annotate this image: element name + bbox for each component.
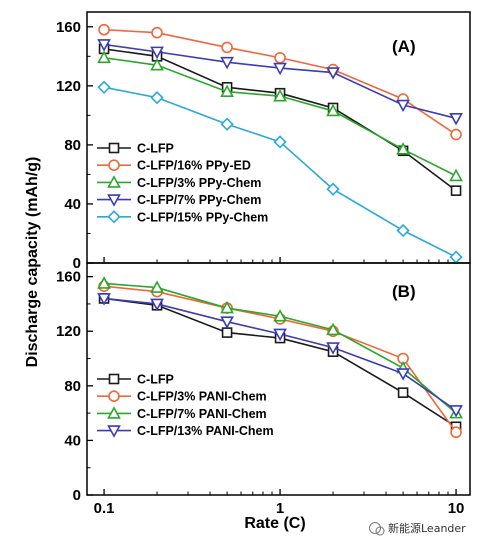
data-point bbox=[150, 57, 164, 71]
data-point bbox=[326, 322, 340, 336]
data-point bbox=[273, 309, 287, 322]
series-3 bbox=[97, 39, 463, 126]
wechat-icon-inner bbox=[375, 526, 385, 536]
data-point bbox=[449, 250, 463, 264]
data-point bbox=[396, 142, 410, 155]
data-point bbox=[151, 26, 163, 39]
data-point bbox=[326, 342, 340, 355]
legend-entry: C-LFP/3% PANI-Chem bbox=[137, 390, 267, 404]
y-axis-title: Discharge capacity (mAh/g) bbox=[24, 157, 41, 368]
data-point bbox=[326, 67, 340, 80]
legend-entry: C-LFP/16% PPy-ED bbox=[137, 159, 251, 173]
data-point bbox=[274, 51, 286, 64]
data-point bbox=[97, 276, 111, 289]
data-point bbox=[98, 23, 110, 36]
legend-marker bbox=[108, 142, 120, 154]
legend-entry: C-LFP/3% PPy-Chem bbox=[137, 176, 261, 190]
data-point bbox=[326, 182, 340, 196]
legend: C-LFP C-LFP/16% PPy-ED C-LFP/3% PPy-Chem C-… bbox=[97, 142, 268, 224]
legend-marker bbox=[107, 175, 121, 188]
data-point bbox=[273, 328, 287, 342]
data-point bbox=[273, 62, 287, 76]
data-point bbox=[150, 46, 164, 60]
data-point bbox=[397, 387, 409, 398]
legend-marker bbox=[108, 159, 120, 171]
data-point bbox=[449, 113, 463, 126]
data-point bbox=[150, 298, 164, 312]
legend-entry: C-LFP bbox=[137, 142, 174, 156]
x-tick-label: 0.1 bbox=[94, 500, 115, 517]
y-tick-label: 120 bbox=[56, 78, 81, 95]
data-point bbox=[150, 280, 164, 293]
y-tick-label: 160 bbox=[56, 269, 81, 286]
data-point bbox=[396, 99, 410, 113]
legend-entry: C-LFP bbox=[137, 373, 174, 387]
watermark: 新能源Leander bbox=[369, 521, 466, 536]
series-4 bbox=[97, 80, 463, 264]
plot-frame bbox=[86, 262, 471, 496]
series-2 bbox=[97, 50, 463, 182]
y-tick-label: 40 bbox=[64, 432, 81, 449]
data-point bbox=[220, 117, 234, 131]
legend-marker bbox=[108, 390, 120, 403]
panel-label: (A) bbox=[392, 37, 416, 56]
data-point bbox=[220, 56, 234, 70]
legend-entry: C-LFP/7% PPy-Chem bbox=[137, 193, 261, 207]
data-point bbox=[221, 41, 233, 54]
data-point bbox=[450, 128, 462, 141]
panel-b: 0 40 80 120 160 0.1 1 10 (B) C-LFP C-LFP/3% PANI-C… bbox=[56, 262, 471, 517]
y-tick-label: 0 bbox=[73, 255, 81, 272]
data-point bbox=[273, 135, 287, 149]
data-point bbox=[220, 300, 234, 314]
legend: C-LFP C-LFP/3% PANI-Chem C-LFP/7% PANI-Che… bbox=[97, 373, 274, 438]
data-point bbox=[150, 91, 164, 105]
data-point bbox=[396, 223, 410, 238]
data-point bbox=[396, 368, 410, 381]
x-axis-title: Rate (C) bbox=[244, 515, 305, 532]
series-3 bbox=[97, 293, 463, 418]
data-point bbox=[97, 50, 111, 64]
y-tick-label: 80 bbox=[64, 137, 81, 154]
legend-entry: C-LFP/15% PPy-Chem bbox=[137, 210, 268, 224]
legend-entry: C-LFP/7% PANI-Chem bbox=[137, 407, 267, 421]
legend-marker bbox=[107, 210, 121, 224]
data-point bbox=[326, 103, 340, 117]
legend-marker bbox=[107, 425, 121, 438]
data-point bbox=[221, 327, 233, 338]
data-point bbox=[220, 84, 234, 98]
x-tick-label: 10 bbox=[448, 500, 465, 517]
watermark-text: 新能源Leander bbox=[388, 521, 466, 535]
legend-marker bbox=[107, 406, 121, 419]
data-point bbox=[449, 168, 463, 182]
x-tick-label: 1 bbox=[276, 500, 284, 517]
y-tick-label: 0 bbox=[73, 487, 81, 504]
data-point bbox=[97, 39, 111, 52]
y-tick-label: 120 bbox=[56, 323, 81, 340]
legend-marker bbox=[107, 194, 121, 207]
y-tick-label: 160 bbox=[56, 19, 81, 36]
legend-entry: C-LFP/13% PANI-Chem bbox=[137, 424, 274, 438]
y-tick-label: 80 bbox=[64, 378, 81, 395]
data-point bbox=[97, 80, 111, 94]
data-point bbox=[220, 316, 234, 329]
wechat-icon bbox=[369, 522, 381, 534]
legend-marker bbox=[108, 373, 120, 385]
data-point bbox=[450, 426, 462, 439]
data-point bbox=[450, 185, 462, 196]
data-point bbox=[97, 293, 111, 306]
data-point bbox=[449, 405, 463, 418]
panel-label: (B) bbox=[392, 282, 416, 301]
series-2 bbox=[97, 276, 463, 419]
y-tick-label: 40 bbox=[64, 196, 81, 213]
data-point bbox=[273, 88, 287, 102]
